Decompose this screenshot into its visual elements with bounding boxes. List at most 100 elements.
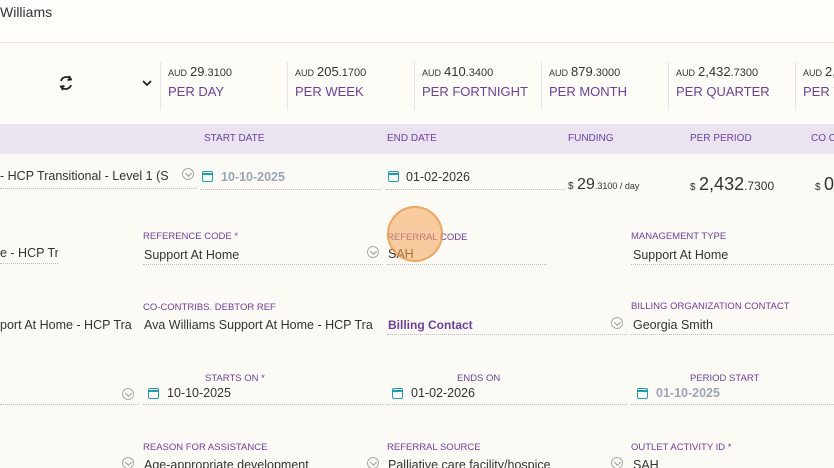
period-start-input[interactable]: 01-10-2025 [656, 386, 720, 400]
rate-whole: 410 [444, 64, 466, 79]
start-date-underline [200, 189, 380, 190]
refresh-icon[interactable] [57, 74, 75, 92]
chevron-down-icon[interactable] [182, 168, 194, 180]
rate-per-month: AUD 879.3000 PER MONTH [541, 62, 627, 110]
outlet-activity-label: OUTLET ACTIVITY ID * [631, 442, 732, 453]
end-date-underline [386, 189, 564, 190]
rate-decimal: .3100 [204, 67, 233, 79]
rate-decimal: .3000 [592, 67, 621, 79]
chevron-down-icon[interactable] [611, 457, 623, 468]
chevron-down-icon[interactable] [122, 388, 134, 400]
client-name: Williams [0, 4, 53, 20]
ends-on-underline [387, 404, 627, 405]
calendar-icon[interactable] [202, 171, 213, 182]
period-decimal: .7300 [744, 179, 775, 193]
starts-on-input[interactable]: 10-10-2025 [167, 386, 231, 400]
rate-currency: AUD [168, 68, 188, 78]
period-start-underline [631, 404, 834, 405]
program-select-value[interactable]: - HCP Transitional - Level 1 (S [0, 169, 169, 183]
start-date-input[interactable]: 10-10-2025 [221, 170, 285, 184]
ends-on-label: ENDS ON [457, 373, 501, 384]
click-indicator [387, 206, 443, 262]
rate-currency: AUD [295, 68, 315, 78]
rate-whole: 2, [825, 64, 834, 79]
rate-decimal: .3400 [465, 67, 494, 79]
rate-summary [0, 44, 834, 124]
referral-source-label: REFERRAL SOURCE [387, 442, 481, 453]
rate-label: PER WEEK [295, 84, 364, 99]
rate-decimal: .7300 [730, 67, 759, 79]
billing-contact-underline [387, 334, 627, 335]
reason-label: REASON FOR ASSISTANCE [143, 442, 268, 453]
billing-contact-link[interactable]: Billing Contact [388, 318, 473, 332]
starts-on-underline [143, 404, 383, 405]
funding-decimal: .3100 / day [594, 181, 640, 191]
rate-label: PER FORTNIGHT [422, 84, 528, 99]
rate-decimal: .1700 [338, 67, 367, 79]
calendar-icon[interactable] [148, 388, 159, 399]
reference-code-underline [143, 264, 383, 265]
chevron-down-icon[interactable] [140, 76, 154, 90]
rate-label: PER DAY [168, 84, 225, 99]
period-whole: 2,432 [699, 174, 745, 194]
calendar-icon[interactable] [388, 171, 399, 182]
co-whole: 0 [824, 174, 834, 194]
col0-field-r2[interactable]: port At Home - HCP Tra [0, 318, 132, 332]
chevron-down-icon[interactable] [122, 457, 134, 468]
col0-underline-r3 [0, 404, 138, 405]
column-funding: FUNDING [568, 133, 614, 144]
chevron-down-icon[interactable] [367, 246, 379, 258]
co-contrib-value: $ 0 [815, 174, 834, 195]
col0-field-r1[interactable]: e - HCP Tr [0, 246, 58, 260]
management-type-label: MANAGEMENT TYPE [631, 231, 727, 242]
referral-source-select[interactable]: Palliative care facility/hospice [388, 458, 551, 468]
rate-per-day: AUD 29.3100 PER DAY [160, 62, 232, 110]
reason-select[interactable]: Age-appropriate development [144, 458, 309, 468]
reference-code-label: REFERENCE CODE * [143, 231, 239, 242]
management-type-select[interactable]: Support At Home [633, 248, 729, 262]
chevron-down-icon[interactable] [367, 457, 379, 468]
table-header: START DATE END DATE FUNDING PER PERIOD C… [0, 124, 834, 154]
billing-org-contact-underline [631, 334, 834, 335]
rate-label: PER Y [803, 84, 834, 99]
calendar-icon[interactable] [392, 388, 403, 399]
column-per-period: PER PERIOD [690, 133, 752, 144]
ends-on-input[interactable]: 01-02-2026 [411, 386, 475, 400]
referral-code-underline [387, 264, 547, 265]
rate-whole: 29 [190, 64, 205, 79]
end-date-input[interactable]: 01-02-2026 [406, 170, 470, 184]
reference-code-select[interactable]: Support At Home [144, 248, 240, 262]
rate-whole: 205 [317, 64, 339, 79]
rate-label: PER MONTH [549, 84, 627, 99]
column-end-date: END DATE [387, 133, 437, 144]
period-start-label: PERIOD START [690, 373, 760, 384]
col0-underline-r1 [0, 263, 58, 264]
page-header: Williams [0, 0, 834, 43]
rate-label: PER QUARTER [676, 84, 770, 99]
rate-per-week: AUD 205.1700 PER WEEK [287, 62, 366, 110]
rate-currency: AUD [422, 68, 442, 78]
starts-on-label: STARTS ON * [205, 373, 265, 384]
program-underline [0, 188, 196, 189]
debtor-ref-label: CO-CONTRIBS. DEBTOR REF [143, 302, 276, 313]
period-currency: $ [690, 182, 696, 193]
funding-whole: 29 [577, 176, 595, 193]
rate-per-quarter: AUD 2,432.7300 PER QUARTER [668, 62, 770, 110]
management-type-underline [631, 264, 834, 265]
rate-whole: 879 [571, 64, 593, 79]
billing-org-contact-select[interactable]: Georgia Smith [633, 318, 713, 332]
rate-whole: 2,432 [698, 64, 731, 79]
per-period-value: $ 2,432.7300 [690, 174, 774, 195]
rate-currency: AUD [676, 68, 696, 78]
column-co-contrib: CO C [811, 133, 834, 144]
calendar-icon[interactable] [637, 388, 648, 399]
billing-org-contact-label: BILLING ORGANIZATION CONTACT [631, 301, 790, 312]
rate-per-fortnight: AUD 410.3400 PER FORTNIGHT [414, 62, 528, 110]
outlet-activity-input[interactable]: SAH [633, 458, 659, 468]
rate-currency: AUD [803, 68, 823, 78]
funding-value: $ 29.3100 / day [568, 176, 639, 194]
co-currency: $ [815, 182, 821, 193]
chevron-down-icon[interactable] [611, 317, 623, 329]
debtor-ref-input[interactable]: Ava Williams Support At Home - HCP Tra [144, 318, 373, 332]
